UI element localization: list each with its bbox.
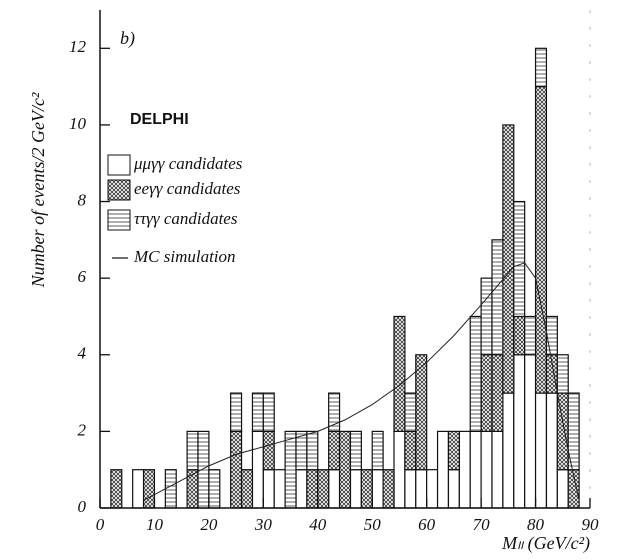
histogram-bar	[382, 469, 395, 509]
histogram-bar	[349, 469, 362, 509]
legend-swatch	[107, 209, 131, 231]
histogram-bar	[360, 469, 373, 509]
histogram-bar	[469, 430, 482, 509]
histogram-bar	[197, 430, 210, 509]
experiment-label: DELPHI	[130, 111, 189, 128]
x-tick-label: 60	[418, 515, 436, 534]
histogram-bar	[556, 469, 569, 509]
y-tick-label: 8	[78, 190, 87, 209]
histogram-bar	[534, 392, 548, 509]
y-tick-label: 12	[69, 37, 87, 56]
histogram-bar	[436, 430, 450, 509]
histogram-bar	[306, 469, 319, 509]
histogram-bar	[338, 430, 352, 509]
histogram-bar	[524, 354, 537, 509]
histogram-bar	[513, 200, 526, 318]
histogram-bar	[371, 469, 384, 509]
y-tick-label: 0	[78, 497, 87, 516]
histogram-bar	[447, 430, 460, 471]
histogram-bar	[262, 469, 275, 509]
histogram-bar	[262, 392, 275, 432]
histogram-bar	[186, 469, 199, 509]
histogram-bar	[317, 469, 330, 509]
histogram-bar	[480, 277, 493, 356]
histogram-bar	[328, 469, 341, 509]
legend-label: μμγγ candidates	[133, 154, 243, 173]
legend-label: eeγγ candidates	[134, 179, 241, 198]
x-tick-label: 40	[309, 515, 327, 534]
histogram-bar	[502, 392, 515, 509]
histogram-bar	[208, 469, 221, 509]
histogram-bar	[328, 392, 341, 432]
histogram-bar	[295, 469, 308, 509]
histogram-bar	[534, 47, 548, 88]
histogram-bar	[567, 392, 580, 471]
histogram-bar	[284, 430, 297, 509]
x-tick-label: 50	[364, 515, 382, 534]
histogram-bar	[556, 392, 569, 471]
histogram-bar	[164, 469, 177, 509]
histogram-bar	[262, 430, 275, 471]
histogram-bar	[534, 86, 548, 394]
histogram-bar	[142, 469, 156, 509]
histogram-bar	[251, 392, 264, 432]
histogram-bar	[251, 430, 264, 509]
histogram-bar	[545, 315, 558, 356]
x-tick-label: 80	[527, 515, 545, 534]
histogram-bar	[328, 430, 341, 471]
y-tick-label: 4	[78, 344, 87, 363]
histogram-bar	[469, 315, 482, 432]
histogram-bar	[240, 469, 254, 509]
histogram-bar	[132, 469, 145, 509]
histogram-bar	[404, 469, 417, 509]
histogram-bar	[230, 392, 243, 432]
histogram-bar	[404, 392, 417, 432]
histogram-bar	[393, 430, 406, 509]
y-tick-label: 6	[78, 267, 87, 286]
histogram-bar	[524, 315, 537, 356]
histogram-bar	[306, 430, 319, 471]
histogram-bar	[491, 354, 504, 432]
histogram-bar	[415, 354, 428, 471]
y-axis-label: Number of events/2 GeV/c²	[28, 92, 48, 288]
y-tick-label: 2	[78, 420, 87, 439]
x-tick-label: 30	[254, 515, 273, 534]
histogram-bar	[349, 430, 362, 471]
histogram-bar	[556, 354, 569, 394]
histogram-bar	[491, 239, 504, 356]
histogram-bar	[110, 469, 123, 509]
x-tick-label: 20	[200, 515, 218, 534]
histogram-bar	[447, 469, 460, 509]
x-axis-label: Mₗₗ (GeV/c²)	[501, 533, 590, 554]
legend-label: MC simulation	[133, 247, 236, 266]
x-tick-label: 90	[582, 515, 600, 534]
histogram-bar	[230, 430, 243, 509]
histogram-bar	[273, 469, 286, 509]
histogram-bar	[491, 430, 504, 509]
panel-label: b)	[120, 28, 135, 49]
histogram-bar	[480, 354, 493, 432]
histogram-bar	[513, 354, 526, 509]
histogram-bar	[458, 430, 471, 509]
histogram-bar	[186, 430, 199, 471]
histogram-bar	[426, 469, 439, 509]
histogram-bar	[393, 315, 406, 432]
legend-swatch	[107, 179, 131, 201]
y-tick-label: 10	[69, 114, 87, 133]
histogram-bar	[513, 315, 526, 356]
histogram-bar	[545, 392, 558, 509]
legend-swatch	[107, 154, 131, 176]
histogram-bar	[480, 430, 493, 509]
histogram-bar	[415, 469, 428, 509]
histogram-bar	[371, 430, 384, 471]
histogram-bar	[502, 124, 515, 394]
histogram-bar	[404, 430, 417, 471]
x-tick-label: 0	[96, 515, 105, 534]
mc-curve	[143, 262, 580, 501]
x-tick-label: 70	[473, 515, 491, 534]
x-tick-label: 10	[146, 515, 164, 534]
legend-label: ττγγ candidates	[134, 209, 238, 228]
